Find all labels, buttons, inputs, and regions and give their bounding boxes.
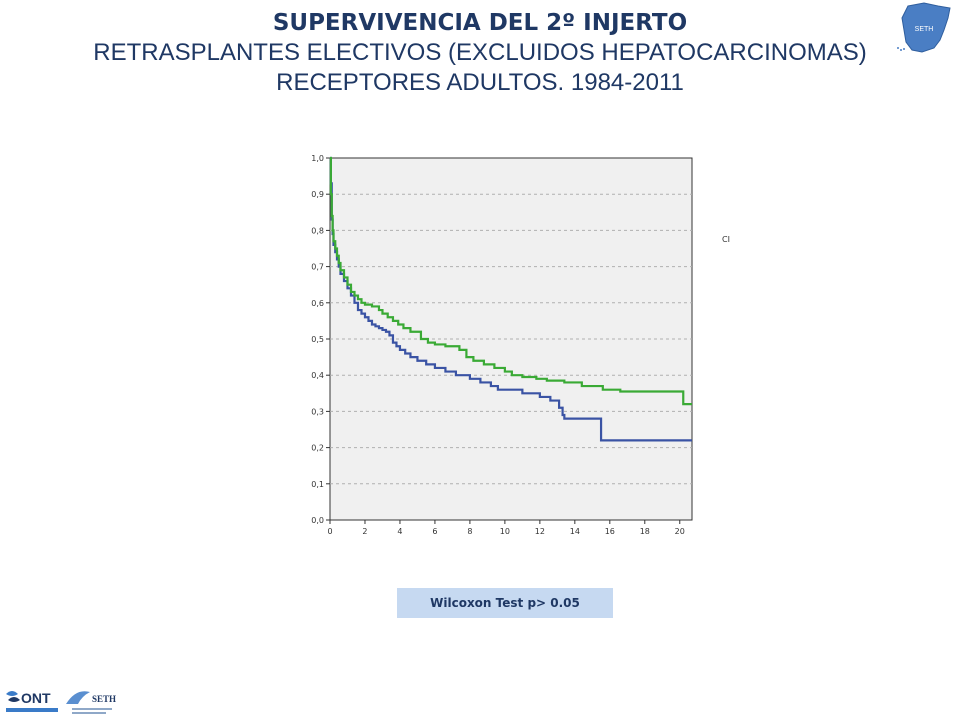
title-block: SUPERVIVENCIA DEL 2º INJERTO RETRASPLANT… — [40, 8, 920, 98]
seth-logo-text: SETH — [92, 694, 116, 704]
legend-title: CIRROSIS VHC — [722, 235, 730, 244]
legend: CIRROSIS VHC SiNo — [722, 235, 730, 244]
x-tick-label: 16 — [605, 527, 615, 536]
x-tick-label: 8 — [467, 527, 472, 536]
x-tick-label: 6 — [432, 527, 437, 536]
y-tick-label: 0,4 — [311, 371, 324, 380]
y-tick-label: 0,1 — [311, 480, 324, 489]
survival-chart: 0,0 0,1 0,2 0,3 0,4 0,5 0,6 0,7 0,8 0,9 1,0 0 2 4 6 8 1… — [311, 154, 730, 536]
x-tick-label: 2 — [362, 527, 367, 536]
page-subtitle-1: RETRASPLANTES ELECTIVOS (EXCLUIDOS HEPAT… — [93, 39, 867, 66]
y-tick-label: 0,0 — [311, 516, 324, 525]
x-tick-label: 14 — [570, 527, 580, 536]
spain-map-icon: SETH — [897, 2, 951, 53]
x-tick-label: 0 — [327, 527, 332, 536]
y-tick-label: 1,0 — [311, 154, 324, 163]
series-line-no — [329, 156, 692, 406]
y-tick-label: 0,5 — [311, 335, 324, 344]
ont-logo-text: ONT — [21, 690, 51, 706]
y-tick-label: 0,2 — [311, 444, 324, 453]
x-tick-label: 10 — [500, 527, 510, 536]
ont-logo: ONT — [6, 690, 58, 712]
page-title: SUPERVIVENCIA DEL 2º INJERTO — [272, 10, 688, 36]
y-tick-label: 0,7 — [311, 263, 324, 272]
y-tick-label: 0,3 — [311, 407, 324, 416]
x-tick-label: 4 — [397, 527, 402, 536]
seth-logo: SETH — [66, 691, 116, 714]
y-tick-label: 0,9 — [311, 190, 324, 199]
y-tick-label: 0,8 — [311, 226, 324, 235]
y-tick-label: 0,6 — [311, 299, 324, 308]
map-logo-text: SETH — [915, 26, 934, 33]
x-tick-label: 20 — [675, 527, 685, 536]
wilcoxon-test-label: Wilcoxon Test p> 0.05 — [397, 588, 613, 618]
page-subtitle-2: RECEPTORES ADULTOS. 1984-2011 — [276, 69, 684, 96]
x-tick-label: 12 — [535, 527, 545, 536]
x-tick-label: 18 — [640, 527, 650, 536]
